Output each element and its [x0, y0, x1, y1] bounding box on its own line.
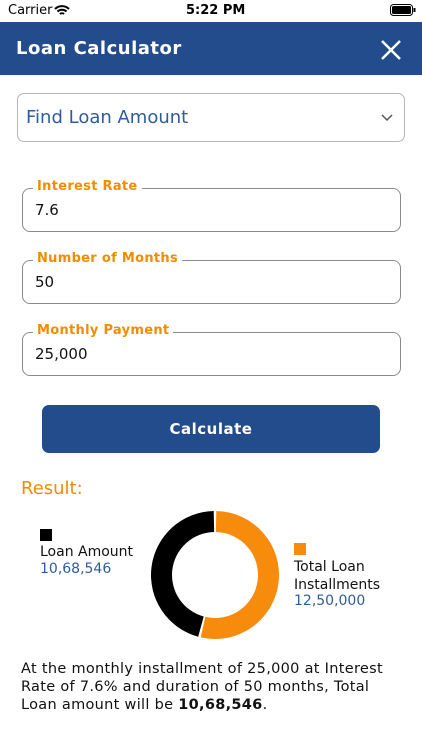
result-title: Result: [21, 478, 83, 499]
field-label: Interest Rate [33, 179, 142, 194]
legend-swatch [40, 529, 52, 541]
summary: At the monthly installment of 25,000 at … [21, 660, 406, 714]
donut-segment [151, 511, 215, 637]
summary-amount: 10,68,546 [178, 697, 263, 713]
status-bar: Carrier 5:22 PM [0, 0, 422, 22]
legend-label: Loan Amount [40, 544, 134, 560]
input-field[interactable]: Monthly Payment 25,000 [22, 323, 401, 376]
field-label: Number of Months [33, 251, 182, 266]
time: 5:22 PM [186, 3, 246, 18]
input-field[interactable]: Interest Rate 7.6 [22, 179, 401, 232]
header-title: Loan Calculator [16, 38, 182, 59]
field-value: 7.6 [35, 201, 59, 219]
legend-value: 12,50,000 [294, 593, 366, 609]
legend-value: 10,68,546 [40, 561, 112, 577]
carrier: Carrier [8, 3, 53, 18]
battery-icon [390, 4, 416, 16]
legend-swatch [294, 543, 306, 555]
chevron [381, 114, 393, 122]
donut-chart [151, 511, 279, 639]
dropdown-value: Find Loan Amount [26, 107, 189, 128]
calculate-button[interactable]: Calculate [42, 405, 380, 453]
field-value: 50 [35, 273, 55, 291]
summary-end: . [262, 697, 268, 713]
field-value: 25,000 [35, 345, 88, 363]
wifi-icon [54, 5, 70, 15]
field-label: Monthly Payment [33, 323, 174, 338]
close-button[interactable] [381, 40, 401, 60]
mode-dropdown[interactable]: Find Loan Amount [17, 93, 405, 142]
input-field[interactable]: Number of Months 50 [22, 251, 401, 304]
donut-segment [200, 511, 279, 639]
summary-text: At the monthly installment of 25,000 at … [21, 661, 383, 713]
header: Loan Calculator [0, 22, 422, 75]
legend-label: Total Loan Installments [294, 559, 381, 593]
